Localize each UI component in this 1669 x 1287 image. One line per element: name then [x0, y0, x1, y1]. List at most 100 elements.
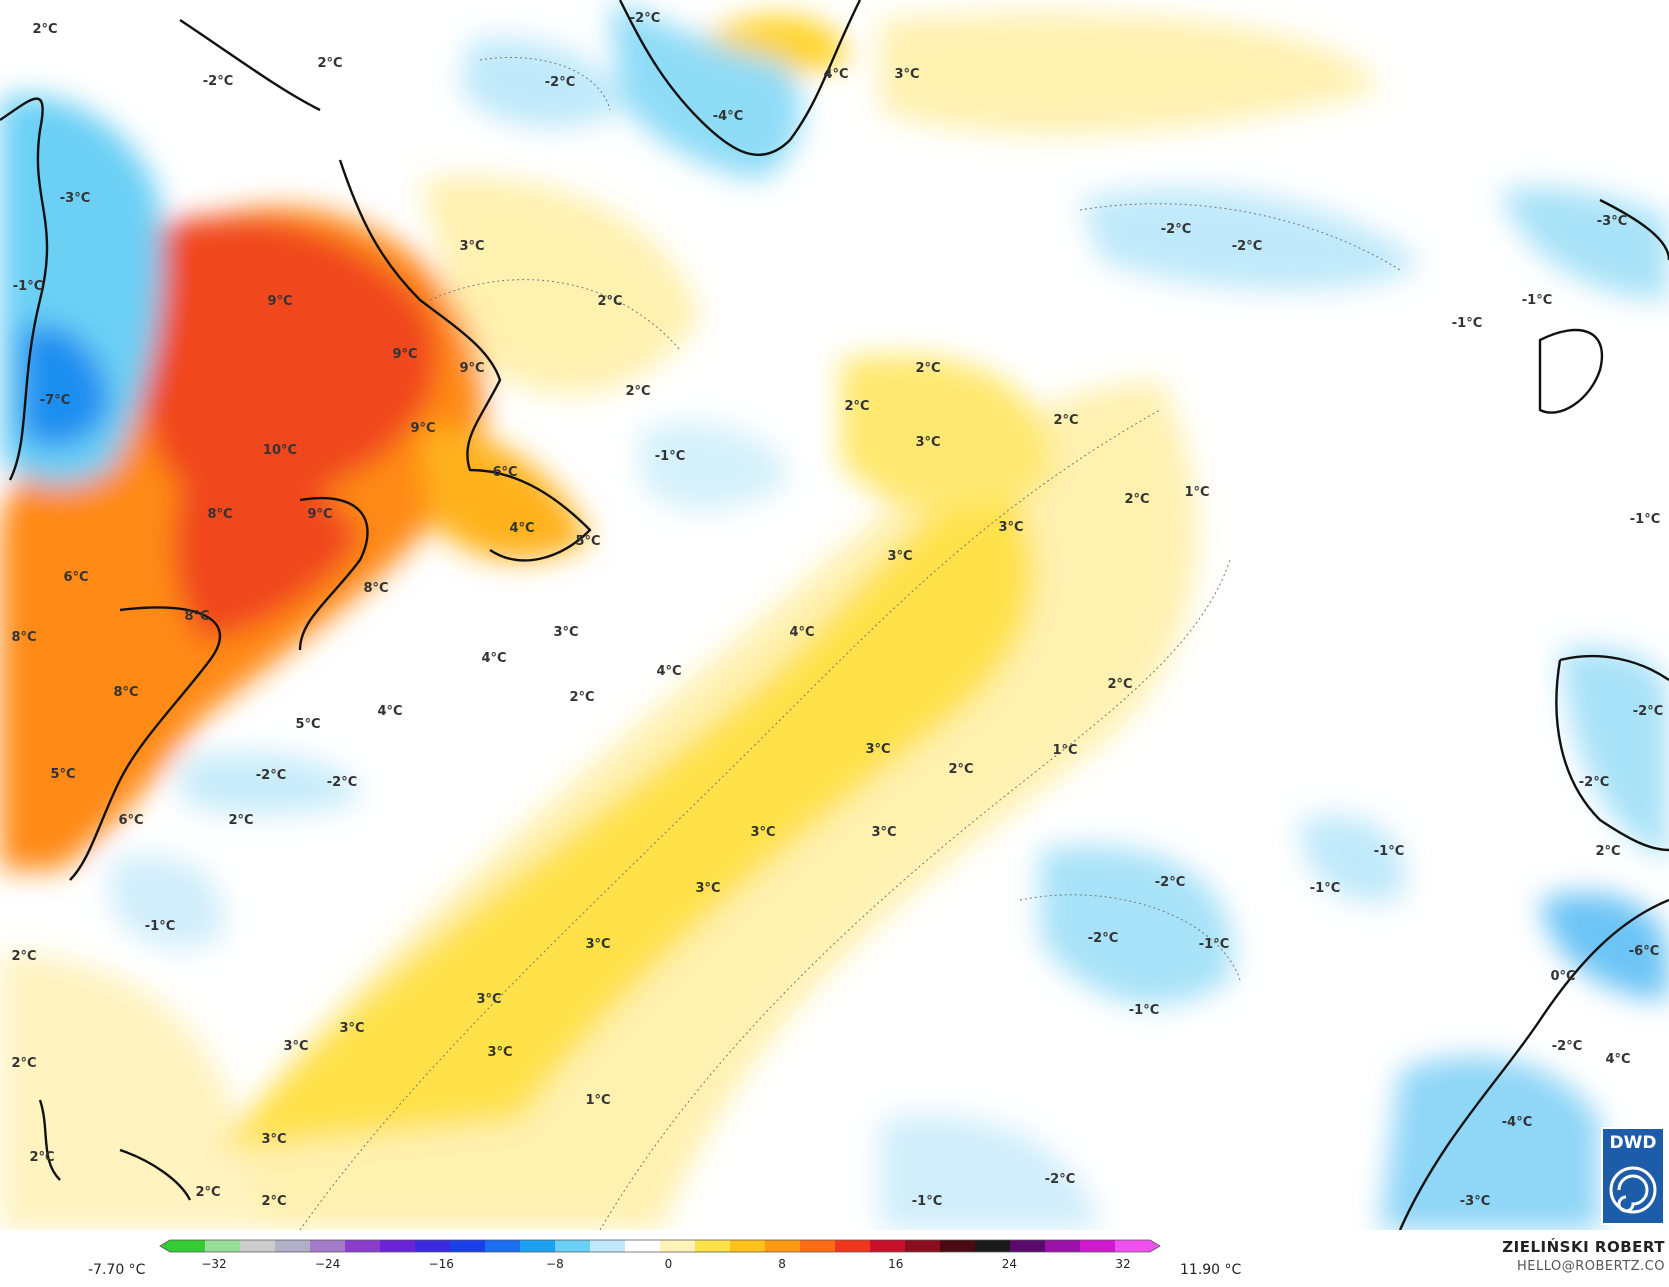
- temperature-label: 3°C: [476, 992, 501, 1007]
- temperature-label: 8°C: [184, 609, 209, 624]
- temperature-label: 9°C: [410, 421, 435, 436]
- temperature-label: -7°C: [40, 393, 70, 408]
- temperature-label: 3°C: [487, 1045, 512, 1060]
- temperature-label: 8°C: [363, 581, 388, 596]
- colorbar-segment: [240, 1240, 276, 1252]
- temperature-label: 4°C: [823, 67, 848, 82]
- temperature-label: 3°C: [871, 825, 896, 840]
- temperature-label: 2°C: [948, 762, 973, 777]
- temperature-label: 3°C: [865, 742, 890, 757]
- temperature-label: -1°C: [1129, 1003, 1159, 1018]
- temperature-label: 2°C: [625, 384, 650, 399]
- temperature-label: 2°C: [1053, 413, 1078, 428]
- temperature-label: 3°C: [915, 435, 940, 450]
- swirl-icon: [1609, 1166, 1657, 1214]
- colorbar-segment: [660, 1240, 696, 1252]
- colorbar-right-arrow: [1150, 1240, 1160, 1252]
- temperature-label: -3°C: [1597, 214, 1627, 229]
- temperature-label: -3°C: [60, 191, 90, 206]
- colorbar-segment: [380, 1240, 416, 1252]
- temperature-label: -1°C: [655, 449, 685, 464]
- temperature-label: 2°C: [29, 1150, 54, 1165]
- contour-lines: [299, 56, 1401, 1230]
- temperature-label: 2°C: [597, 294, 622, 309]
- colorbar-segment: [205, 1240, 241, 1252]
- temperature-label: -1°C: [1452, 316, 1482, 331]
- temperature-labels: 2°C 2°C -2°C -2°C -2°C 4°C 3°C -4°C -3°C -1°C -7°C…: [11, 11, 1663, 1209]
- temperature-label: -2°C: [1232, 239, 1262, 254]
- temperature-label: 3°C: [887, 549, 912, 564]
- temperature-label: 5°C: [295, 717, 320, 732]
- temperature-label: 6°C: [118, 813, 143, 828]
- temperature-label: 2°C: [915, 361, 940, 376]
- temperature-label: -1°C: [1310, 881, 1340, 896]
- temperature-label: 0°C: [1550, 969, 1575, 984]
- colorbar-tick-label: −8: [546, 1257, 564, 1271]
- coastlines: [0, 0, 1669, 1230]
- temperature-label: 3°C: [894, 67, 919, 82]
- max-value-label: 11.90 °C: [1180, 1262, 1242, 1278]
- temperature-label: -2°C: [327, 775, 357, 790]
- colorbar-tick-label: 16: [888, 1257, 903, 1271]
- temperature-label: 3°C: [283, 1039, 308, 1054]
- temperature-label: 3°C: [339, 1021, 364, 1036]
- temperature-label: -6°C: [1629, 944, 1659, 959]
- temperature-label: -1°C: [1522, 293, 1552, 308]
- colorbar-tick-label: −32: [201, 1257, 226, 1271]
- colorbar-segment: [1045, 1240, 1081, 1252]
- colorbar-segment: [1010, 1240, 1046, 1252]
- colorbar-segment: [590, 1240, 626, 1252]
- temperature-label: 2°C: [195, 1185, 220, 1200]
- temperature-label: 2°C: [32, 22, 57, 37]
- temperature-label: -2°C: [1633, 704, 1663, 719]
- colorbar-tick-label: −16: [429, 1257, 454, 1271]
- temperature-label: 6°C: [63, 570, 88, 585]
- colorbar-segment: [730, 1240, 766, 1252]
- colorbar-segment: [275, 1240, 311, 1252]
- temperature-label: 4°C: [1605, 1052, 1630, 1067]
- temperature-label: -2°C: [1088, 931, 1118, 946]
- dwd-logo: DWD: [1601, 1127, 1665, 1225]
- temperature-label: 3°C: [750, 825, 775, 840]
- temperature-label: 3°C: [261, 1132, 286, 1147]
- temperature-label: 3°C: [695, 881, 720, 896]
- temperature-label: 10°C: [263, 443, 297, 458]
- colorbar-segment: [975, 1240, 1011, 1252]
- temperature-label: -1°C: [912, 1194, 942, 1209]
- colorbar-segment: [520, 1240, 556, 1252]
- temperature-label: -2°C: [1552, 1039, 1582, 1054]
- temperature-anomaly-map: 2°C 2°C -2°C -2°C -2°C 4°C 3°C -4°C -3°C -1°C -7°C…: [0, 0, 1669, 1230]
- colorbar-segment: [1115, 1240, 1151, 1252]
- temperature-label: 2°C: [228, 813, 253, 828]
- temperature-label: -2°C: [203, 74, 233, 89]
- temperature-label: 3°C: [998, 520, 1023, 535]
- colorbar-segment: [695, 1240, 731, 1252]
- logo-text: DWD: [1610, 1133, 1657, 1153]
- temperature-label: -1°C: [13, 279, 43, 294]
- colorbar-segment: [345, 1240, 381, 1252]
- colorbar-segment: [450, 1240, 486, 1252]
- temperature-label: 8°C: [113, 685, 138, 700]
- temperature-label: 4°C: [509, 521, 534, 536]
- anomaly-fill: [0, 0, 1669, 1230]
- colorbar-segment: [485, 1240, 521, 1252]
- author-name: ZIELIŃSKI ROBERT: [1502, 1238, 1665, 1256]
- temperature-label: -2°C: [1155, 875, 1185, 890]
- temperature-label: 8°C: [207, 507, 232, 522]
- temperature-label: 9°C: [392, 347, 417, 362]
- author-email: HELLO@ROBERTZ.CO: [1516, 1259, 1665, 1274]
- colorbar-left-arrow: [160, 1240, 170, 1252]
- temperature-label: 2°C: [1107, 677, 1132, 692]
- colorbar-tick-label: 32: [1115, 1257, 1130, 1271]
- temperature-label: 6°C: [492, 465, 517, 480]
- colorbar-segments: [159, 1239, 1161, 1253]
- colorbar-segment: [765, 1240, 801, 1252]
- colorbar-segment: [870, 1240, 906, 1252]
- temperature-label: -4°C: [713, 109, 743, 124]
- colorbar-segment: [800, 1240, 836, 1252]
- temperature-label: 2°C: [11, 1056, 36, 1071]
- temperature-label: 5°C: [50, 767, 75, 782]
- colorbar-tick-label: −24: [315, 1257, 340, 1271]
- temperature-label: 2°C: [1595, 844, 1620, 859]
- temperature-label: 4°C: [481, 651, 506, 666]
